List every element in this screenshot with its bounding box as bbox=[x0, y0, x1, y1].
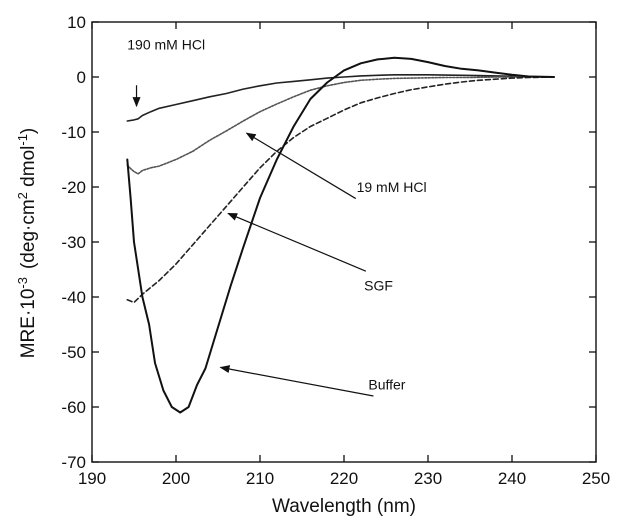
x-axis-title: Wavelength (nm) bbox=[272, 496, 416, 517]
x-tick-label: 250 bbox=[582, 469, 610, 488]
x-tick-label: 200 bbox=[162, 469, 190, 488]
series-line-buffer bbox=[126, 56, 555, 414]
y-tick-label: 10 bbox=[67, 13, 86, 32]
annotation-label-buffer: Buffer bbox=[368, 376, 405, 392]
annotation-label-sgf: SGF bbox=[364, 277, 393, 293]
y-tick-label: -30 bbox=[61, 233, 86, 252]
x-tick-label: 190 bbox=[78, 469, 106, 488]
y-tick-label: -20 bbox=[61, 178, 86, 197]
y-axis-title: MRE·10-3(deg·cm2 dmol-1) bbox=[15, 128, 40, 359]
series-line-sgf bbox=[126, 76, 555, 304]
y-tick-label: -50 bbox=[61, 343, 86, 362]
series-group bbox=[126, 56, 555, 414]
x-tick-label: 220 bbox=[330, 469, 358, 488]
plot-frame bbox=[91, 21, 597, 463]
y-tick-label: -10 bbox=[61, 123, 86, 142]
y-tick-label: 0 bbox=[77, 68, 86, 87]
x-tick-label: 240 bbox=[498, 469, 526, 488]
annotations-group: 190 mM HCl 19 mM HCl SGF Buffer bbox=[127, 37, 427, 397]
x-tick-label: 230 bbox=[414, 469, 442, 488]
annotation-arrow-19-mm-hcl bbox=[245, 132, 357, 200]
series-line-190-mm-hcl bbox=[126, 74, 555, 122]
annotation-label-19-mm-hcl: 19 mM HCl bbox=[357, 179, 427, 195]
annotation-label-190-mm-hcl: 190 mM HCl bbox=[127, 37, 205, 53]
y-tick-label: -60 bbox=[61, 398, 86, 417]
annotation-arrow-sgf bbox=[227, 212, 367, 272]
y-tick-label: -40 bbox=[61, 288, 86, 307]
y-tick-label: -70 bbox=[61, 453, 86, 472]
axes: 190 200 210 220 230 240 250 10 0 -10 -20 -30 -40 -50 -… bbox=[61, 13, 610, 488]
x-tick-label: 210 bbox=[246, 469, 274, 488]
annotation-arrow-buffer bbox=[219, 365, 374, 397]
series-line-19-mm-hcl bbox=[126, 76, 555, 175]
